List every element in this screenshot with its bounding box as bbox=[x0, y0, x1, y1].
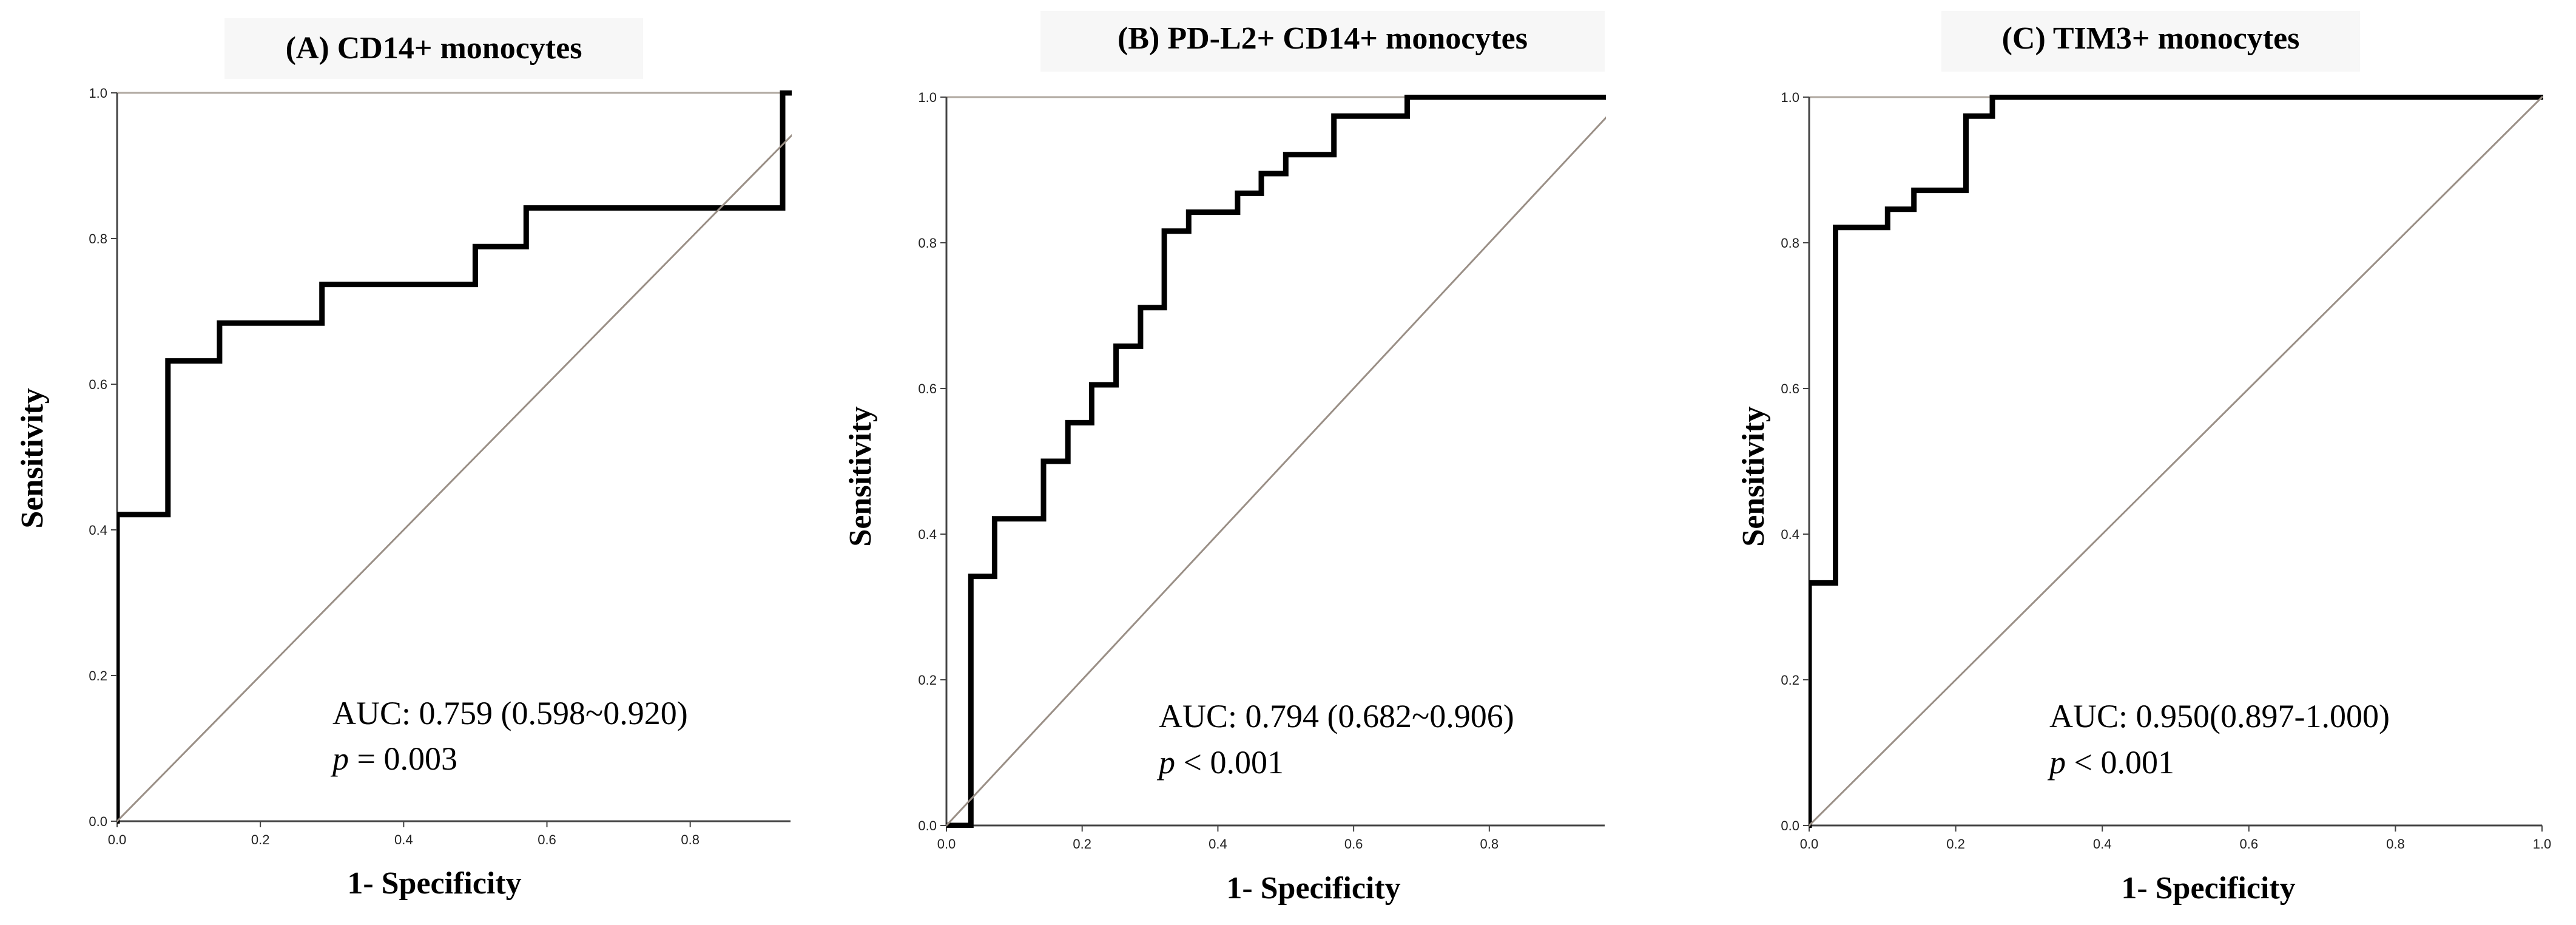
y-tick-label-c: 0.4 bbox=[1781, 527, 1799, 542]
y-tick-label-c: 0.8 bbox=[1781, 235, 1799, 251]
y-tick-label-a: 0.2 bbox=[89, 668, 107, 683]
x-tick-label-a: 0.2 bbox=[251, 832, 270, 847]
y-tick-label-c: 0.2 bbox=[1781, 673, 1799, 688]
x-axis-label-a: 1- Specificity bbox=[347, 866, 521, 901]
y-tick-label-c: 0.6 bbox=[1781, 381, 1799, 396]
chart-title-b: (B) PD-L2+ CD14+ monocytes bbox=[1118, 21, 1528, 56]
x-tick-label-a: 0.4 bbox=[394, 832, 413, 847]
y-axis-label-b: Sensitivity bbox=[843, 406, 878, 546]
plot-b: 0.0 0.2 0.4 0.6 0.8 0.0 0.2 0.4 0.6 0.8 1.0 bbox=[918, 90, 1606, 852]
y-tick-label-a: 0.8 bbox=[89, 231, 107, 246]
x-tick-label-c: 0.8 bbox=[2386, 836, 2405, 852]
x-tick-label-b: 0.4 bbox=[1209, 836, 1227, 852]
p-value-a: = 0.003 bbox=[349, 740, 457, 777]
reference-line-b bbox=[946, 116, 1606, 827]
p-annotation-b: p < 0.001 bbox=[1156, 744, 1284, 781]
x-tick-label-b: 0.2 bbox=[1073, 836, 1091, 852]
roc-curve-c bbox=[1809, 95, 2543, 828]
x-axis-label-b: 1- Specificity bbox=[1226, 871, 1400, 906]
x-tick-label-b: 0.8 bbox=[1480, 836, 1499, 852]
x-tick-label-b: 0.6 bbox=[1344, 836, 1363, 852]
x-tick-label-b: 0.0 bbox=[937, 836, 956, 852]
y-tick-label-b: 0.8 bbox=[918, 235, 937, 251]
title-background-a bbox=[224, 18, 643, 79]
plot-a: 0.0 0.2 0.4 0.6 0.8 0.0 0.2 0.4 0.6 0.8 1.0 bbox=[89, 86, 792, 847]
x-tick-label-c: 0.6 bbox=[2240, 836, 2259, 852]
y-tick-label-b: 0.4 bbox=[918, 527, 937, 542]
panel-a: (A) CD14+ monocytes 0.0 0.2 0.4 0.6 0.80.00.… bbox=[15, 18, 792, 901]
y-tick-label-b: 0.6 bbox=[918, 381, 937, 396]
y-tick-label-a: 1.0 bbox=[89, 86, 107, 101]
x-tick-label-c: 1.0 bbox=[2533, 836, 2552, 852]
x-tick-label-a: 0.8 bbox=[681, 832, 700, 847]
auc-annotation-b: AUC: 0.794 (0.682~0.906) bbox=[1159, 698, 1514, 734]
y-tick-label-c: 1.0 bbox=[1781, 90, 1799, 105]
p-symbol-c: p bbox=[2047, 744, 2066, 781]
y-axis-label-a: Sensitivity bbox=[15, 388, 50, 528]
x-axis-label-c: 1- Specificity bbox=[2121, 871, 2295, 906]
reference-line-c bbox=[1809, 95, 2543, 827]
chart-title-c: (C) TIM3+ monocytes bbox=[2002, 21, 2300, 56]
y-tick-label-b: 1.0 bbox=[918, 90, 937, 105]
y-tick-label-c: 0.0 bbox=[1781, 818, 1799, 833]
y-tick-label-b: 0.2 bbox=[918, 673, 937, 688]
title-background-c bbox=[1941, 11, 2360, 72]
panel-c: (C) TIM3+ monocytes 0.0 0.2 0.4 0.6 0.8 1.00.… bbox=[1736, 11, 2551, 906]
x-tick-label-a: 0.0 bbox=[108, 832, 127, 847]
y-tick-label-a: 0.0 bbox=[89, 814, 107, 829]
p-symbol-a: p bbox=[330, 740, 349, 777]
x-tick-label-c: 0.0 bbox=[1800, 836, 1819, 852]
roc-curve-b bbox=[946, 95, 1606, 828]
auc-annotation-a: AUC: 0.759 (0.598~0.920) bbox=[332, 695, 688, 731]
chart-title-a: (A) CD14+ monocytes bbox=[286, 31, 582, 66]
p-value-c: < 0.001 bbox=[2066, 744, 2174, 781]
p-annotation-a: p = 0.003 bbox=[330, 740, 457, 777]
x-tick-label-a: 0.6 bbox=[538, 832, 556, 847]
p-value-b: < 0.001 bbox=[1175, 744, 1284, 781]
y-tick-label-a: 0.4 bbox=[89, 523, 107, 538]
y-tick-label-a: 0.6 bbox=[89, 377, 107, 392]
p-symbol-b: p bbox=[1156, 744, 1175, 781]
y-tick-label-b: 0.0 bbox=[918, 818, 937, 833]
auc-annotation-c: AUC: 0.950(0.897-1.000) bbox=[2049, 698, 2390, 734]
roc-curve-a bbox=[117, 90, 792, 824]
y-axis-label-c: Sensitivity bbox=[1736, 406, 1771, 546]
x-tick-label-c: 0.4 bbox=[2093, 836, 2112, 852]
title-background-b bbox=[1040, 11, 1605, 72]
x-tick-label-c: 0.2 bbox=[1946, 836, 1965, 852]
p-annotation-c: p < 0.001 bbox=[2047, 744, 2174, 781]
plot-c: 0.0 0.2 0.4 0.6 0.8 1.0 0.0 0.2 0.4 0.6 0.8 1.0 bbox=[1781, 90, 2551, 852]
reference-line-a bbox=[117, 134, 792, 823]
panel-b: (B) PD-L2+ CD14+ monocytes 0.0 0.2 0.4 0.6 0… bbox=[843, 11, 1606, 906]
